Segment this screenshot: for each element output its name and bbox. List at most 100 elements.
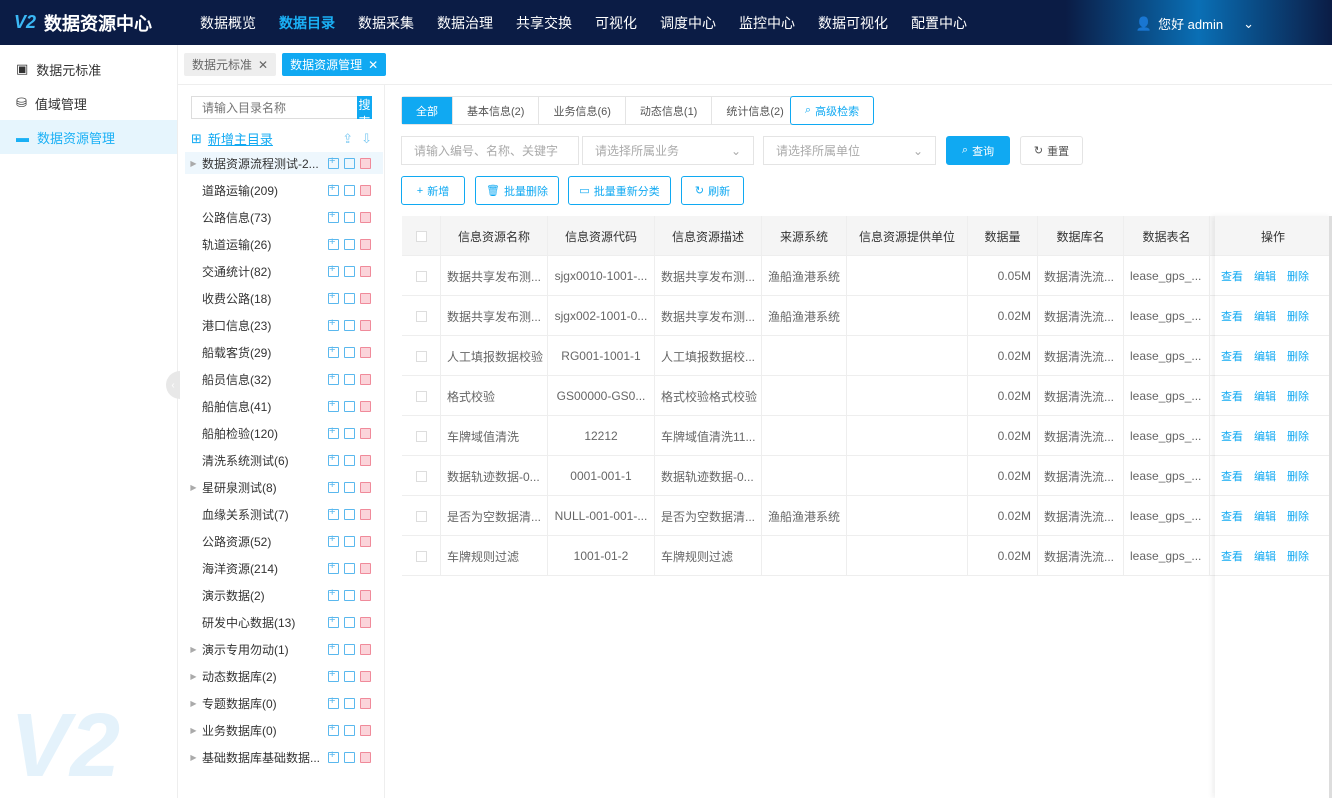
row-checkbox[interactable]	[415, 430, 427, 442]
delete-link[interactable]: 删除	[1287, 551, 1309, 563]
edit-icon[interactable]	[344, 616, 355, 628]
row-checkbox[interactable]	[415, 390, 427, 402]
add-child-icon[interactable]	[328, 479, 339, 493]
delete-icon[interactable]	[360, 724, 371, 736]
tree-item[interactable]: 道路运输(209)	[185, 179, 383, 201]
add-child-icon[interactable]	[328, 641, 339, 655]
delete-link[interactable]: 删除	[1287, 391, 1309, 403]
nav-item[interactable]: 调度中心	[660, 14, 716, 31]
catalog-search-input[interactable]	[191, 96, 357, 119]
row-checkbox[interactable]	[415, 510, 427, 522]
row-checkbox[interactable]	[415, 270, 427, 282]
collapse-sidebar-button[interactable]: ‹	[166, 371, 180, 399]
tree-item[interactable]: 海洋资源(214)	[185, 557, 383, 579]
query-button[interactable]: ⌕ 查询	[946, 136, 1010, 165]
tree-item[interactable]: 血缘关系测试(7)	[185, 503, 383, 525]
edit-icon[interactable]	[344, 373, 355, 385]
tree-item[interactable]: ▶ 星研泉测试(8)	[185, 476, 383, 498]
expand-arrow-icon[interactable]: ▶	[190, 671, 197, 681]
delete-icon[interactable]	[360, 643, 371, 655]
edit-link[interactable]: 编辑	[1254, 311, 1276, 323]
edit-icon[interactable]	[344, 400, 355, 412]
edit-icon[interactable]	[344, 724, 355, 736]
batch-reclassify-button[interactable]: ▭ 批量重新分类	[568, 176, 671, 205]
edit-icon[interactable]	[344, 697, 355, 709]
add-child-icon[interactable]	[328, 317, 339, 331]
edit-icon[interactable]	[344, 670, 355, 682]
edit-icon[interactable]	[344, 454, 355, 466]
row-checkbox[interactable]	[415, 550, 427, 562]
nav-item[interactable]: 配置中心	[911, 14, 967, 31]
expand-arrow-icon[interactable]: ▶	[190, 725, 197, 735]
segment-tab[interactable]: 全部	[402, 97, 453, 124]
view-link[interactable]: 查看	[1221, 551, 1243, 563]
reset-button[interactable]: ↻ 重置	[1020, 136, 1083, 165]
view-link[interactable]: 查看	[1221, 391, 1243, 403]
delete-icon[interactable]	[360, 454, 371, 466]
add-child-icon[interactable]	[328, 371, 339, 385]
delete-icon[interactable]	[360, 670, 371, 682]
edit-icon[interactable]	[344, 751, 355, 763]
add-child-icon[interactable]	[328, 155, 339, 169]
view-link[interactable]: 查看	[1221, 511, 1243, 523]
edit-icon[interactable]	[344, 508, 355, 520]
edit-icon[interactable]	[344, 157, 355, 169]
view-link[interactable]: 查看	[1221, 271, 1243, 283]
delete-icon[interactable]	[360, 346, 371, 358]
tree-item[interactable]: ▶ 基础数据库基础数据...	[185, 746, 383, 768]
tab-data-resource[interactable]: 数据资源管理 ✕	[282, 53, 387, 76]
delete-link[interactable]: 删除	[1287, 511, 1309, 523]
delete-icon[interactable]	[360, 400, 371, 412]
delete-icon[interactable]	[360, 562, 371, 574]
edit-icon[interactable]	[344, 292, 355, 304]
delete-icon[interactable]	[360, 508, 371, 520]
tree-item[interactable]: 船员信息(32)	[185, 368, 383, 390]
batch-delete-button[interactable]: 🗑 批量删除	[475, 176, 559, 205]
add-child-icon[interactable]	[328, 290, 339, 304]
delete-icon[interactable]	[360, 292, 371, 304]
add-child-icon[interactable]	[328, 452, 339, 466]
add-button[interactable]: + 新增	[401, 176, 465, 205]
edit-icon[interactable]	[344, 319, 355, 331]
view-link[interactable]: 查看	[1221, 351, 1243, 363]
row-checkbox[interactable]	[415, 310, 427, 322]
add-child-icon[interactable]	[328, 668, 339, 682]
expand-arrow-icon[interactable]: ▶	[190, 698, 197, 708]
tree-item[interactable]: ▶ 数据资源流程测试-2...	[185, 152, 383, 174]
delete-icon[interactable]	[360, 427, 371, 439]
tree-item[interactable]: 公路资源(52)	[185, 530, 383, 552]
add-child-icon[interactable]	[328, 722, 339, 736]
edit-link[interactable]: 编辑	[1254, 511, 1276, 523]
nav-item[interactable]: 数据目录	[279, 14, 335, 31]
view-link[interactable]: 查看	[1221, 431, 1243, 443]
delete-icon[interactable]	[360, 157, 371, 169]
tree-item[interactable]: 演示数据(2)	[185, 584, 383, 606]
nav-item[interactable]: 数据可视化	[818, 14, 888, 31]
tree-item[interactable]: 船舶信息(41)	[185, 395, 383, 417]
expand-arrow-icon[interactable]: ▶	[190, 644, 197, 654]
add-child-icon[interactable]	[328, 182, 339, 196]
nav-item[interactable]: 数据采集	[358, 14, 414, 31]
expand-arrow-icon[interactable]: ▶	[190, 482, 197, 492]
edit-icon[interactable]	[344, 535, 355, 547]
segment-tab[interactable]: 动态信息(1)	[626, 97, 713, 124]
keyword-input[interactable]: 请输入编号、名称、关键字	[401, 136, 579, 165]
edit-link[interactable]: 编辑	[1254, 471, 1276, 483]
edit-link[interactable]: 编辑	[1254, 271, 1276, 283]
delete-icon[interactable]	[360, 238, 371, 250]
edit-icon[interactable]	[344, 238, 355, 250]
tree-item[interactable]: 船舶检验(120)	[185, 422, 383, 444]
edit-link[interactable]: 编辑	[1254, 351, 1276, 363]
tree-item[interactable]: 收费公路(18)	[185, 287, 383, 309]
delete-link[interactable]: 删除	[1287, 471, 1309, 483]
segment-tab[interactable]: 基本信息(2)	[453, 97, 540, 124]
edit-link[interactable]: 编辑	[1254, 431, 1276, 443]
nav-item[interactable]: 数据治理	[437, 14, 493, 31]
delete-icon[interactable]	[360, 589, 371, 601]
edit-icon[interactable]	[344, 265, 355, 277]
close-icon[interactable]: ✕	[368, 57, 379, 72]
delete-icon[interactable]	[360, 535, 371, 547]
delete-icon[interactable]	[360, 184, 371, 196]
tree-item[interactable]: 清洗系统测试(6)	[185, 449, 383, 471]
expand-arrow-icon[interactable]: ▶	[190, 158, 197, 168]
